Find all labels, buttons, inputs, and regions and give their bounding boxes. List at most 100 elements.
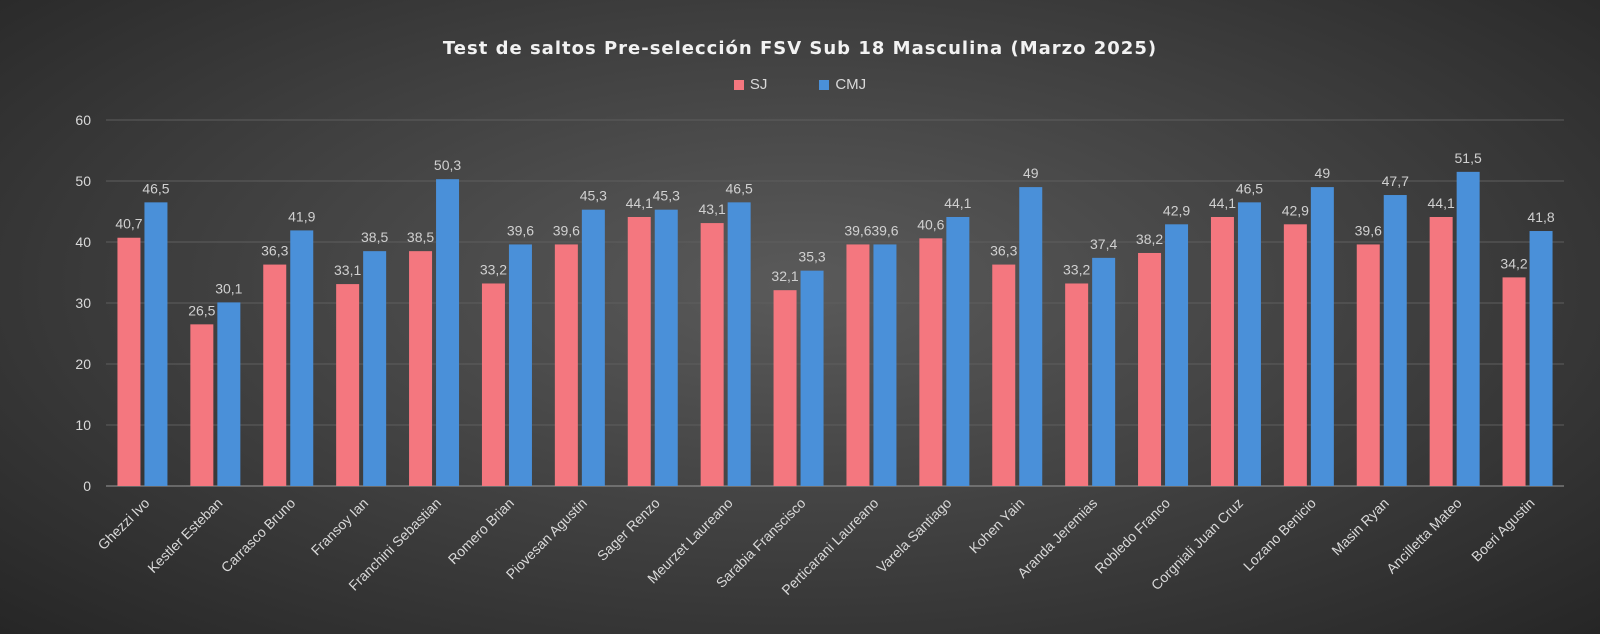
data-label-cmj: 45,3 (580, 188, 607, 204)
bar-sj (1138, 252, 1162, 486)
category-label: Piovesan Agustin (503, 495, 590, 582)
legend-item-cmj: CMJ (819, 76, 866, 93)
data-label-sj: 38,5 (407, 229, 434, 245)
category-label: Romero Brian (445, 495, 517, 567)
bar-sj (1356, 244, 1380, 486)
bar-cmj (1456, 171, 1480, 486)
data-label-cmj: 39,6 (507, 222, 534, 238)
category-label: Kohen Yain (966, 495, 1028, 557)
data-label-cmj: 45,3 (653, 188, 680, 204)
data-label-cmj: 39,6 (871, 222, 898, 238)
bar-cmj (654, 209, 678, 487)
data-label-sj: 44,1 (626, 195, 653, 211)
category-label: Ghezzi Ivo (94, 495, 152, 553)
data-label-sj: 40,7 (115, 216, 142, 232)
bar-cmj (1237, 202, 1261, 486)
data-label-sj: 42,9 (1282, 202, 1309, 218)
data-label-sj: 26,5 (188, 302, 215, 318)
category-label: Masin Ryan (1328, 495, 1392, 559)
bar-sj (409, 251, 433, 486)
bar-sj (773, 290, 797, 486)
bar-sj (1283, 224, 1307, 486)
data-label-sj: 43,1 (699, 201, 726, 217)
data-label-sj: 39,6 (1355, 222, 1382, 238)
legend-item-sj: SJ (733, 76, 768, 93)
data-label-cmj: 51,5 (1455, 150, 1482, 166)
data-label-cmj: 41,9 (288, 208, 315, 224)
legend-swatch-cmj (819, 79, 830, 90)
y-tick-label: 40 (75, 234, 91, 250)
data-label-cmj: 49 (1023, 165, 1039, 181)
legend-label-cmj: CMJ (835, 76, 867, 93)
bar-cmj (1092, 257, 1116, 486)
data-label-sj: 34,2 (1500, 255, 1527, 271)
category-label: Robledo Franco (1091, 495, 1173, 577)
bar-cmj (946, 216, 970, 487)
category-label: Aranda Jeremias (1014, 495, 1100, 581)
bar-sj (919, 238, 943, 486)
data-label-cmj: 42,9 (1163, 202, 1190, 218)
data-label-sj: 44,1 (1428, 195, 1455, 211)
category-label: Fransoy Ian (308, 495, 372, 559)
category-label: Varela Santiago (873, 495, 954, 576)
category-label: Carrasco Bruno (218, 495, 299, 576)
data-label-sj: 39,6 (844, 222, 871, 238)
bar-cmj (217, 302, 241, 486)
bar-sj (336, 284, 360, 486)
bar-sj (554, 244, 578, 486)
bar-sj (1502, 277, 1526, 486)
data-label-cmj: 41,8 (1527, 209, 1554, 225)
data-label-cmj: 35,3 (798, 249, 825, 265)
data-label-cmj: 44,1 (944, 195, 971, 211)
bar-sj (190, 324, 214, 486)
y-tick-label: 60 (75, 112, 91, 128)
bar-cmj (800, 270, 824, 486)
data-label-cmj: 46,5 (142, 180, 169, 196)
data-label-sj: 40,6 (917, 216, 944, 232)
category-label: Ancilletta Mateo (1383, 495, 1465, 577)
data-label-sj: 36,3 (261, 243, 288, 259)
data-label-cmj: 46,5 (726, 180, 753, 196)
bar-sj (627, 216, 651, 487)
data-label-sj: 33,2 (1063, 261, 1090, 277)
legend-label-sj: SJ (749, 76, 768, 93)
bar-cmj (1165, 224, 1189, 486)
bar-cmj (290, 230, 314, 486)
y-tick-label: 10 (75, 417, 91, 433)
bar-cmj (363, 251, 387, 486)
data-label-sj: 39,6 (553, 222, 580, 238)
data-label-cmj: 30,1 (215, 280, 242, 296)
bar-cmj (727, 202, 751, 486)
bar-sj (481, 283, 505, 486)
bar-cmj (1383, 195, 1407, 486)
bar-cmj (508, 244, 532, 486)
bar-cmj (873, 244, 897, 486)
bar-sj (1065, 283, 1089, 486)
y-tick-label: 30 (75, 295, 91, 311)
chart-title: Test de saltos Pre-selección FSV Sub 18 … (442, 38, 1158, 59)
data-label-cmj: 46,5 (1236, 180, 1263, 196)
bar-cmj (1019, 187, 1043, 486)
data-label-sj: 33,2 (480, 261, 507, 277)
bar-sj (992, 264, 1016, 486)
bar-sj (1429, 216, 1453, 487)
legend-swatch-sj (733, 79, 744, 90)
bar-cmj (1310, 187, 1334, 486)
data-label-sj: 36,3 (990, 243, 1017, 259)
data-label-cmj: 37,4 (1090, 236, 1117, 252)
data-label-cmj: 49 (1315, 165, 1331, 181)
data-label-sj: 44,1 (1209, 195, 1236, 211)
category-label: Sager Renzo (594, 495, 663, 564)
bar-sj (1210, 216, 1234, 487)
bar-cmj (1529, 231, 1553, 486)
data-label-sj: 38,2 (1136, 231, 1163, 247)
chart-legend: SJ CMJ (0, 76, 1600, 93)
category-label: Boeri Agustin (1468, 495, 1538, 565)
data-label-cmj: 38,5 (361, 229, 388, 245)
bar-cmj (144, 202, 168, 486)
data-label-cmj: 50,3 (434, 157, 461, 173)
y-tick-label: 20 (75, 356, 91, 372)
bar-sj (263, 264, 287, 486)
